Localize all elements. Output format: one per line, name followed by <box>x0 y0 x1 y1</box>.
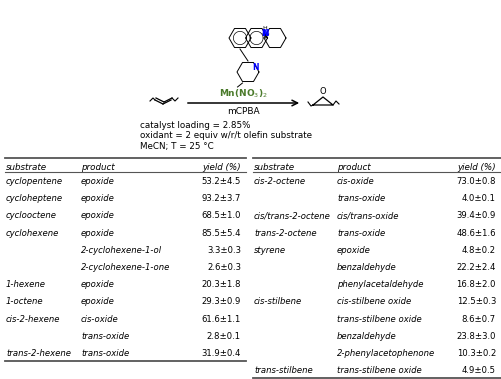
Text: trans-2-octene: trans-2-octene <box>254 229 317 238</box>
Text: 4.8±0.2: 4.8±0.2 <box>462 246 496 255</box>
Text: 68.5±1.0: 68.5±1.0 <box>201 211 241 220</box>
Text: cis/trans-2-octene: cis/trans-2-octene <box>254 211 331 220</box>
Text: 23.8±3.0: 23.8±3.0 <box>456 332 496 341</box>
Text: product: product <box>81 163 115 172</box>
Text: trans-oxide: trans-oxide <box>81 332 129 341</box>
Text: MeCN; T = 25 °C: MeCN; T = 25 °C <box>140 141 214 150</box>
Text: cis-2-hexene: cis-2-hexene <box>6 315 61 324</box>
Text: 2-cyclohexene-1-one: 2-cyclohexene-1-one <box>81 263 170 272</box>
Text: H: H <box>263 27 267 31</box>
Text: epoxide: epoxide <box>81 211 115 220</box>
Text: trans-stilbene oxide: trans-stilbene oxide <box>337 366 422 375</box>
Text: benzaldehyde: benzaldehyde <box>337 332 397 341</box>
Text: 10.3±0.2: 10.3±0.2 <box>456 349 496 358</box>
Text: epoxide: epoxide <box>81 298 115 306</box>
Text: 2-cyclohexene-1-ol: 2-cyclohexene-1-ol <box>81 246 162 255</box>
Text: phenylacetaldehyde: phenylacetaldehyde <box>337 280 423 289</box>
Text: epoxide: epoxide <box>81 194 115 203</box>
Text: cis-oxide: cis-oxide <box>81 315 119 324</box>
Text: 4.9±0.5: 4.9±0.5 <box>462 366 496 375</box>
Text: product: product <box>337 163 371 172</box>
Text: Mn(NO$_3$)$_2$: Mn(NO$_3$)$_2$ <box>219 88 268 100</box>
Text: 29.3±0.9: 29.3±0.9 <box>201 298 241 306</box>
Text: catalyst loading = 2.85%: catalyst loading = 2.85% <box>140 121 250 130</box>
Text: 1-octene: 1-octene <box>6 298 44 306</box>
Text: cyclooctene: cyclooctene <box>6 211 57 220</box>
Text: 73.0±0.8: 73.0±0.8 <box>456 177 496 186</box>
Text: epoxide: epoxide <box>81 229 115 238</box>
Text: oxidant = 2 equiv w/r/t olefin substrate: oxidant = 2 equiv w/r/t olefin substrate <box>140 131 312 140</box>
Text: 61.6±1.1: 61.6±1.1 <box>201 315 241 324</box>
Text: 3.3±0.3: 3.3±0.3 <box>207 246 241 255</box>
Text: benzaldehyde: benzaldehyde <box>337 263 397 272</box>
Text: cyclohexene: cyclohexene <box>6 229 60 238</box>
Text: yield (%): yield (%) <box>202 163 241 172</box>
Text: trans-stilbene oxide: trans-stilbene oxide <box>337 315 422 324</box>
Text: 39.4±0.9: 39.4±0.9 <box>456 211 496 220</box>
Text: cyclopentene: cyclopentene <box>6 177 63 186</box>
Text: 85.5±5.4: 85.5±5.4 <box>201 229 241 238</box>
Text: cis/trans-oxide: cis/trans-oxide <box>337 211 399 220</box>
Text: epoxide: epoxide <box>81 177 115 186</box>
Text: 8.6±0.7: 8.6±0.7 <box>462 315 496 324</box>
Text: 4.0±0.1: 4.0±0.1 <box>462 194 496 203</box>
Text: epoxide: epoxide <box>81 280 115 289</box>
Text: N: N <box>262 30 268 39</box>
Text: 12.5±0.3: 12.5±0.3 <box>456 298 496 306</box>
Text: 2-phenylacetophenone: 2-phenylacetophenone <box>337 349 435 358</box>
Text: 53.2±4.5: 53.2±4.5 <box>201 177 241 186</box>
Text: 22.2±2.4: 22.2±2.4 <box>456 263 496 272</box>
Text: 20.3±1.8: 20.3±1.8 <box>201 280 241 289</box>
Text: cis-2-octene: cis-2-octene <box>254 177 306 186</box>
Text: cis-stilbene: cis-stilbene <box>254 298 302 306</box>
Text: mCPBA: mCPBA <box>227 108 260 116</box>
Text: 93.2±3.7: 93.2±3.7 <box>201 194 241 203</box>
Text: cycloheptene: cycloheptene <box>6 194 63 203</box>
Text: trans-oxide: trans-oxide <box>337 229 385 238</box>
Text: 2.6±0.3: 2.6±0.3 <box>207 263 241 272</box>
Text: epoxide: epoxide <box>337 246 371 255</box>
Text: trans-oxide: trans-oxide <box>81 349 129 358</box>
Text: cis-oxide: cis-oxide <box>337 177 375 186</box>
Text: cis-stilbene oxide: cis-stilbene oxide <box>337 298 411 306</box>
Text: O: O <box>320 88 326 97</box>
Text: 16.8±2.0: 16.8±2.0 <box>456 280 496 289</box>
Text: substrate: substrate <box>254 163 295 172</box>
Text: 31.9±0.4: 31.9±0.4 <box>201 349 241 358</box>
Text: trans-2-hexene: trans-2-hexene <box>6 349 71 358</box>
Text: trans-oxide: trans-oxide <box>337 194 385 203</box>
Text: N: N <box>253 64 259 72</box>
Text: N: N <box>263 30 269 39</box>
Text: styrene: styrene <box>254 246 286 255</box>
Text: 2.8±0.1: 2.8±0.1 <box>207 332 241 341</box>
Text: substrate: substrate <box>6 163 47 172</box>
Text: 1-hexene: 1-hexene <box>6 280 46 289</box>
Text: yield (%): yield (%) <box>457 163 496 172</box>
Text: 48.6±1.6: 48.6±1.6 <box>456 229 496 238</box>
Text: trans-stilbene: trans-stilbene <box>254 366 313 375</box>
